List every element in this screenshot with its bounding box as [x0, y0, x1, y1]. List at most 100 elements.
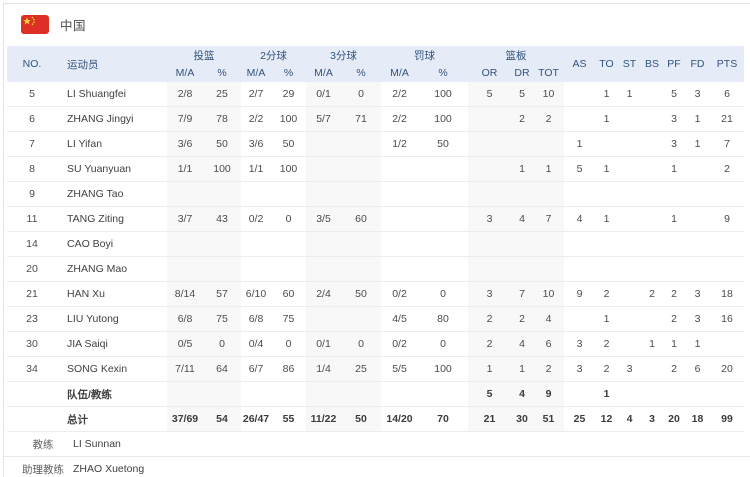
col-header-to: TO [599, 58, 614, 70]
player-row: 6 ZHANG Jingyi 7/9 78 2/2 100 5/7 71 2/2 100 2 2 1 3 1… [7, 107, 744, 132]
cell-p3_pct [341, 257, 381, 281]
cell-dr [511, 257, 533, 281]
cell-p3_ma: 2/4 [306, 282, 341, 306]
cell-p2_pct [271, 232, 306, 256]
cell-p2_ma: 3/6 [248, 138, 264, 150]
cell-fg_pct [203, 232, 241, 256]
cell-as: 1 [576, 138, 583, 150]
cell-fg_pct [203, 182, 241, 206]
cell-tot [533, 132, 564, 156]
cell-or [468, 182, 511, 206]
cell-pts: 2 [724, 163, 730, 175]
cell-p2_pct: 0 [285, 213, 292, 225]
cell-p2_ma: 26/47 [242, 413, 270, 425]
cell-bs: 3 [649, 413, 655, 425]
cell-no: 23 [26, 313, 38, 325]
china-flag-icon [21, 14, 49, 34]
cell-to [595, 257, 618, 281]
group-header-2pt: 2分球 [260, 49, 287, 62]
cell-st: 3 [626, 363, 633, 375]
cell-pts [710, 382, 744, 406]
cell-as [564, 382, 595, 406]
cell-fd: 18 [691, 413, 704, 425]
player-row: 20 ZHANG Mao [7, 257, 744, 282]
cell-fg_ma: 3/6 [167, 132, 203, 156]
cell-to: 2 [603, 338, 610, 350]
cell-ft_ma: 1/2 [392, 138, 407, 150]
cell-dr: 4 [511, 207, 533, 231]
cell-fd: 1 [694, 113, 701, 125]
cell-bs [641, 132, 663, 156]
cell-name: ZHANG Mao [67, 263, 128, 275]
cell-pf [663, 382, 685, 406]
cell-fd [685, 157, 710, 181]
cell-pts: 20 [721, 363, 733, 375]
cell-to: 1 [603, 88, 610, 100]
cell-or [468, 107, 511, 131]
cell-p2_pct [271, 182, 306, 206]
player-row: 5 LI Shuangfei 2/8 25 2/7 29 0/1 0 2/2 100 5 5 10 1 1 5… [7, 82, 744, 107]
cell-as: 9 [576, 288, 583, 300]
col-header-fg-ma: M/A [175, 67, 195, 79]
cell-p3_ma [306, 182, 341, 206]
cell-fg_pct: 100 [203, 157, 241, 181]
cell-or [468, 132, 511, 156]
cell-fg_pct: 43 [203, 207, 241, 231]
cell-fg_pct: 75 [203, 307, 241, 331]
cell-to: 1 [603, 113, 610, 125]
cell-as: 4 [576, 213, 583, 225]
cell-p2_ma: 6/8 [248, 313, 264, 325]
cell-name: ZHANG Jingyi [67, 113, 134, 125]
cell-or: 3 [468, 207, 511, 231]
cell-bs [641, 257, 663, 281]
cell-p2_pct: 29 [282, 88, 295, 100]
cell-ft_pct: 0 [440, 288, 446, 300]
cell-ft_ma: 14/20 [386, 413, 413, 425]
cell-p3_pct: 50 [341, 407, 381, 431]
cell-fg_ma: 37/69 [167, 407, 203, 431]
cell-pts: 18 [721, 288, 733, 300]
cell-p3_pct: 25 [341, 357, 381, 381]
cell-pf [663, 232, 685, 256]
cell-ft_ma: 0/2 [392, 288, 407, 300]
cell-tot: 9 [533, 382, 564, 406]
cell-fd [685, 257, 710, 281]
cell-ft_pct [418, 157, 468, 181]
cell-bs [641, 232, 663, 256]
cell-p2_ma: 2/7 [248, 88, 264, 100]
player-row: 14 CAO Boyi [7, 232, 744, 257]
cell-p2_pct: 0 [285, 338, 292, 350]
cell-no: 14 [26, 238, 38, 250]
cell-fg_ma: 0/5 [167, 332, 203, 356]
cell-bs [641, 182, 663, 206]
cell-fg_ma [167, 232, 203, 256]
cell-to: 1 [603, 313, 610, 325]
cell-or [468, 257, 511, 281]
cell-p2_ma: 1/1 [248, 163, 264, 175]
cell-dr: 4 [511, 332, 533, 356]
group-header-ft: 罚球 [414, 49, 435, 62]
player-row: 8 SU Yuanyuan 1/1 100 1/1 100 1 1 5 1 1 2 [7, 157, 744, 182]
cell-ft_ma [381, 257, 418, 281]
cell-fg_pct [203, 382, 241, 406]
cell-p3_ma [306, 157, 341, 181]
cell-pf: 1 [671, 163, 677, 175]
col-header-2pt-pct: % [283, 67, 294, 79]
col-header-3pt-ma: M/A [314, 67, 333, 79]
cell-bs [641, 207, 663, 231]
cell-pf [663, 257, 685, 281]
cell-as [564, 107, 595, 131]
cell-to: 1 [603, 213, 610, 225]
cell-st [618, 157, 641, 181]
cell-or: 2 [468, 307, 511, 331]
cell-p2_ma: 6/10 [245, 288, 267, 300]
cell-name: LI Shuangfei [67, 88, 126, 100]
col-header-as: AS [572, 58, 587, 70]
table-body: 5 LI Shuangfei 2/8 25 2/7 29 0/1 0 2/2 100 5 5 10 1 1 5… [7, 82, 744, 432]
cell-p3_ma: 3/5 [306, 207, 341, 231]
cell-fg_pct: 78 [203, 107, 241, 131]
col-header-2pt-ma: M/A [246, 67, 266, 79]
cell-dr: 1 [511, 157, 533, 181]
cell-p3_ma [306, 257, 341, 281]
cell-pf: 1 [671, 338, 677, 350]
